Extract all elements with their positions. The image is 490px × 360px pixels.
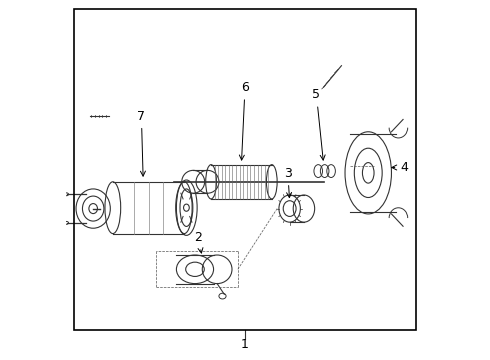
Text: 3: 3 bbox=[284, 167, 292, 198]
Text: 5: 5 bbox=[313, 89, 325, 160]
Text: 4: 4 bbox=[392, 161, 408, 174]
Text: 1: 1 bbox=[241, 338, 249, 351]
Ellipse shape bbox=[89, 203, 98, 213]
Text: 6: 6 bbox=[239, 81, 249, 160]
Text: 2: 2 bbox=[195, 231, 203, 253]
Ellipse shape bbox=[184, 204, 189, 211]
Text: 7: 7 bbox=[137, 110, 146, 176]
Ellipse shape bbox=[363, 163, 374, 183]
